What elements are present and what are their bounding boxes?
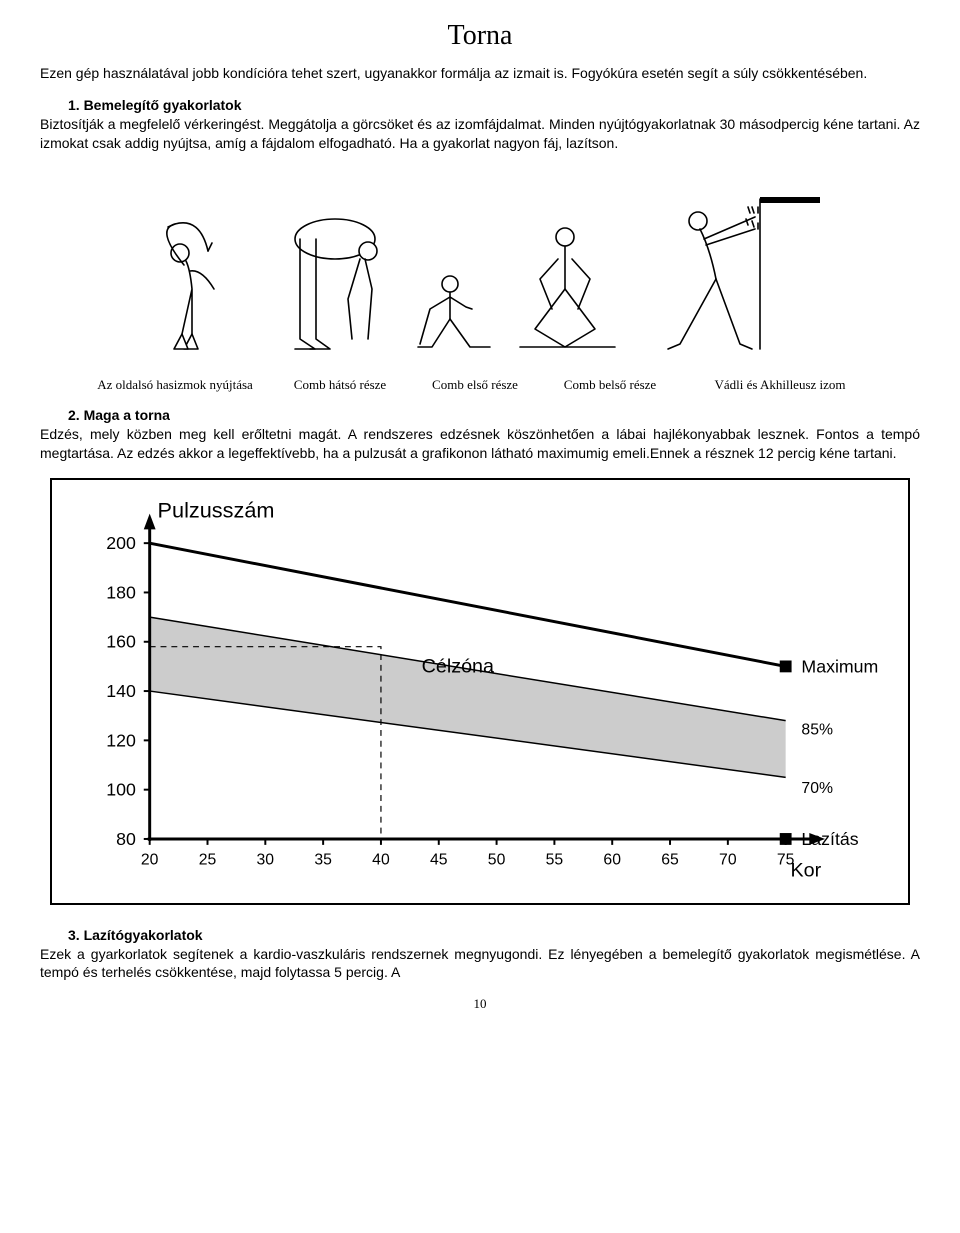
- pose-label-2: Comb hátsó része: [270, 377, 410, 393]
- svg-text:180: 180: [106, 583, 136, 603]
- pose-forward-fold-icon: [295, 219, 377, 349]
- pose-labels-row: Az oldalsó hasizmok nyújtása Comb hátsó …: [80, 377, 880, 393]
- section1-heading: 1. Bemelegítő gyakorlatok: [40, 97, 920, 113]
- pose-label-3: Comb első része: [410, 377, 540, 393]
- stretch-poses-figure: [120, 179, 840, 359]
- svg-text:100: 100: [106, 780, 136, 800]
- page-title: Torna: [40, 20, 920, 52]
- svg-text:30: 30: [257, 852, 275, 869]
- svg-text:60: 60: [603, 852, 621, 869]
- svg-text:Célzóna: Célzóna: [422, 656, 494, 678]
- intro-paragraph: Ezen gép használatával jobb kondícióra t…: [40, 64, 920, 83]
- svg-text:55: 55: [546, 852, 564, 869]
- pose-label-5: Vádli és Akhilleusz izom: [680, 377, 880, 393]
- section3-heading: 3. Lazítógyakorlatok: [40, 927, 920, 943]
- svg-text:65: 65: [661, 852, 679, 869]
- section3-body: Ezek a gyarkorlatok segítenek a kardio-v…: [40, 945, 920, 983]
- svg-text:Pulzusszám: Pulzusszám: [158, 498, 275, 523]
- pose-label-1: Az oldalsó hasizmok nyújtása: [80, 377, 270, 393]
- svg-text:85%: 85%: [801, 722, 833, 739]
- svg-text:200: 200: [106, 534, 136, 554]
- stretch-poses-svg: [120, 179, 840, 359]
- svg-text:25: 25: [199, 852, 217, 869]
- svg-text:20: 20: [141, 852, 159, 869]
- pose-label-4: Comb belső része: [540, 377, 680, 393]
- svg-text:160: 160: [106, 632, 136, 652]
- pose-side-bend-icon: [167, 222, 214, 348]
- svg-text:70: 70: [719, 852, 737, 869]
- svg-text:70%: 70%: [801, 781, 833, 798]
- svg-text:45: 45: [430, 852, 448, 869]
- svg-text:80: 80: [116, 829, 136, 849]
- page-number: 10: [40, 996, 920, 1012]
- svg-text:120: 120: [106, 731, 136, 751]
- section1-body: Biztosítják a megfelelő vérkeringést. Me…: [40, 115, 920, 153]
- pulse-chart-figure: 80 100 120 140 160 180 200 20 25 30 35 40 45 50 55 60 65…: [50, 478, 910, 904]
- svg-text:50: 50: [488, 852, 506, 869]
- svg-text:Kor: Kor: [790, 860, 821, 882]
- svg-text:Maximum: Maximum: [801, 657, 878, 677]
- pose-seated-icon: [520, 228, 615, 347]
- svg-text:35: 35: [314, 852, 332, 869]
- pose-wall-stretch-icon: [668, 197, 820, 349]
- pulse-chart-svg: 80 100 120 140 160 180 200 20 25 30 35 40 45 50 55 60 65…: [56, 484, 904, 898]
- svg-text:140: 140: [106, 681, 136, 701]
- svg-text:40: 40: [372, 852, 390, 869]
- section2-heading: 2. Maga a torna: [40, 407, 920, 423]
- section2-body: Edzés, mely közben meg kell erőltetni ma…: [40, 425, 920, 463]
- svg-text:Lazítás: Lazítás: [801, 829, 858, 849]
- pose-kneeling-icon: [418, 276, 490, 347]
